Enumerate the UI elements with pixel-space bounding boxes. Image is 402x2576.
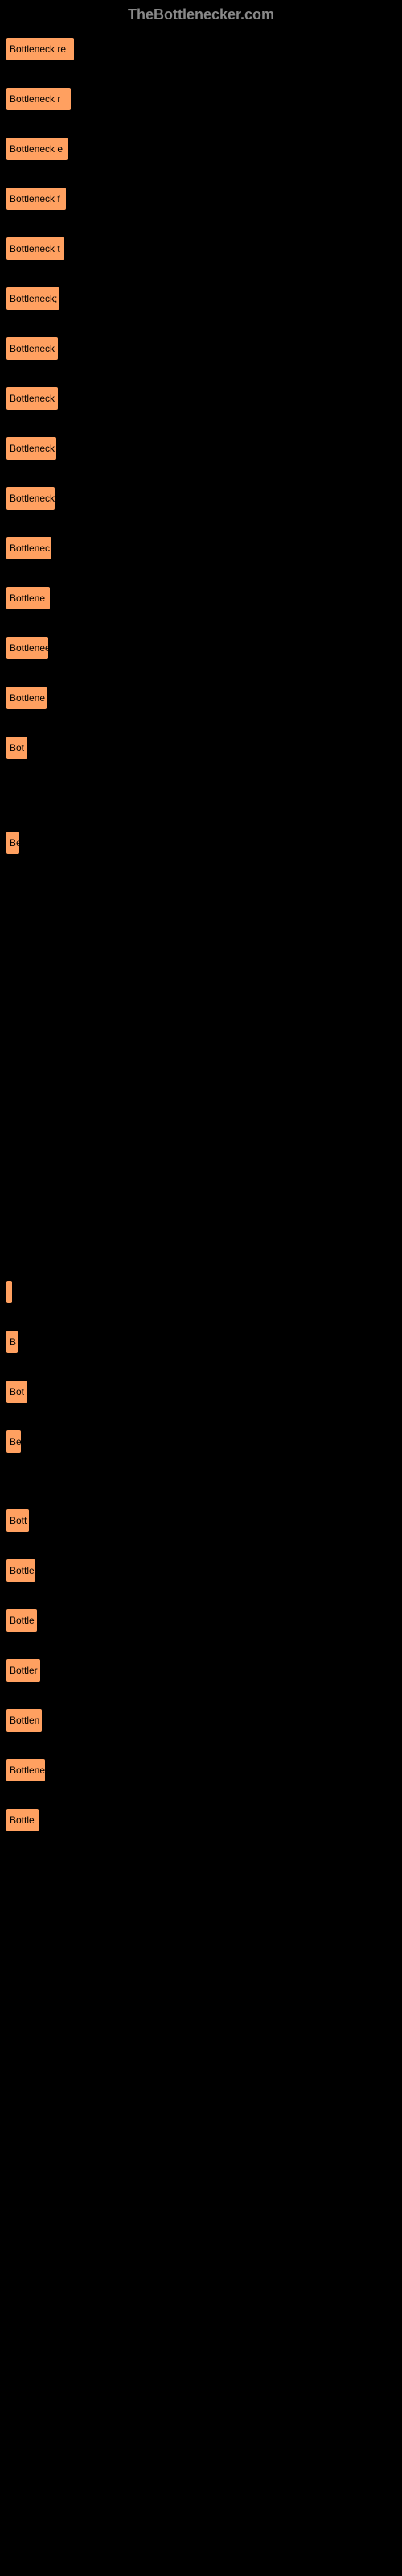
- bar: Bottleneck: [6, 387, 58, 410]
- bar-label: Bottle: [10, 1615, 35, 1626]
- bar-row: Bottleneck r: [6, 88, 402, 110]
- bar-row: Bottleneck: [6, 487, 402, 510]
- bar-row: Bottlene: [6, 1759, 402, 1781]
- bar-row: Bottleneck: [6, 337, 402, 360]
- bar-row: Bottleneck f: [6, 188, 402, 210]
- bar-row: Be: [6, 1430, 402, 1453]
- bar: Bottleneck;: [6, 287, 59, 310]
- bar-row: Bottleneck e: [6, 138, 402, 160]
- bar-label: Bottlenec: [10, 543, 50, 554]
- bar: Bottlene: [6, 587, 50, 609]
- bar: Bottle: [6, 1559, 35, 1582]
- bar: Bott: [6, 1509, 29, 1532]
- bar-row: Bottle: [6, 1609, 402, 1632]
- bar-label: Bot: [10, 1386, 24, 1397]
- bar: Bot: [6, 1381, 27, 1403]
- bar-row: Bottle: [6, 1809, 402, 1831]
- bar-row: B: [6, 1331, 402, 1353]
- bar: Be: [6, 832, 19, 854]
- bar-label: Bottle: [10, 1565, 35, 1576]
- bar-row: Bottlene: [6, 687, 402, 709]
- bar-label: Bottleneck r: [10, 93, 60, 105]
- header-title: TheBottlenecker.com: [128, 6, 274, 23]
- bar: Bottleneck re: [6, 38, 74, 60]
- bar-row: Bottleneck: [6, 437, 402, 460]
- bar-label: Bottleneck e: [10, 143, 63, 155]
- bar: Bottlene: [6, 1759, 45, 1781]
- bar-label: Bottleneck: [10, 493, 55, 504]
- bar-label: Be: [10, 837, 19, 848]
- bar-label: Bott: [10, 1515, 27, 1526]
- bar: Bottleneck r: [6, 88, 71, 110]
- bar: Bottleneck: [6, 337, 58, 360]
- bar-row: Bott: [6, 1509, 402, 1532]
- bar: Bottlene: [6, 687, 47, 709]
- bar: Bottleneck e: [6, 138, 68, 160]
- bar: Bottleneck f: [6, 188, 66, 210]
- bar: Be: [6, 1430, 21, 1453]
- bar-label: Bottleneck: [10, 443, 55, 454]
- bar-chart: Bottleneck re Bottleneck r Bottleneck e Bot…: [0, 30, 402, 1867]
- bar-row: Be: [6, 832, 402, 854]
- bar-row: Bottler: [6, 1659, 402, 1682]
- bar-label: Bottleneck f: [10, 193, 60, 204]
- bar: Bot: [6, 737, 27, 759]
- bar: Bottlen: [6, 1709, 42, 1732]
- bar-label: Bottleneck;: [10, 293, 57, 304]
- bar: Bottler: [6, 1659, 40, 1682]
- bar-label: Bottlen: [10, 1715, 39, 1726]
- bar-label: Bottlene: [10, 592, 45, 604]
- bar: Bottle: [6, 1609, 37, 1632]
- bar-label: Bottleneck: [10, 343, 55, 354]
- bar: [6, 1281, 12, 1303]
- bar: Bottlenec: [6, 537, 51, 559]
- bar-row: [6, 1281, 402, 1303]
- bar: Bottleneck: [6, 487, 55, 510]
- bar-label: Bottleneck re: [10, 43, 66, 55]
- bar-row: Bottleneck: [6, 387, 402, 410]
- bar-row: Bottle: [6, 1559, 402, 1582]
- bar-row: Bottleneck;: [6, 287, 402, 310]
- bar-row: Bot: [6, 737, 402, 759]
- bar-label: Bottlene: [10, 692, 45, 704]
- bar-label: Bottler: [10, 1665, 38, 1676]
- bar-row: Bottlenec: [6, 537, 402, 559]
- bar-row: Bottleneck re: [6, 38, 402, 60]
- bar-label: Be: [10, 1436, 21, 1447]
- bar-label: Bottleneck t: [10, 243, 60, 254]
- bar-row: Bottleneck t: [6, 237, 402, 260]
- bar: Bottleneck t: [6, 237, 64, 260]
- bar: Bottleneck: [6, 437, 56, 460]
- bar-label: Bottle: [10, 1814, 35, 1826]
- bar-row: Bottlenee: [6, 637, 402, 659]
- page-header: TheBottlenecker.com: [0, 0, 402, 30]
- bar-label: Bottlenee: [10, 642, 48, 654]
- bar: Bottlenee: [6, 637, 48, 659]
- bar-row: Bot: [6, 1381, 402, 1403]
- bar: B: [6, 1331, 18, 1353]
- bar: Bottle: [6, 1809, 39, 1831]
- bar-label: Bot: [10, 742, 24, 753]
- bar-row: Bottlen: [6, 1709, 402, 1732]
- bar-label: Bottleneck: [10, 393, 55, 404]
- bar-row: Bottlene: [6, 587, 402, 609]
- bar-label: Bottlene: [10, 1765, 45, 1776]
- bar-label: B: [10, 1336, 16, 1348]
